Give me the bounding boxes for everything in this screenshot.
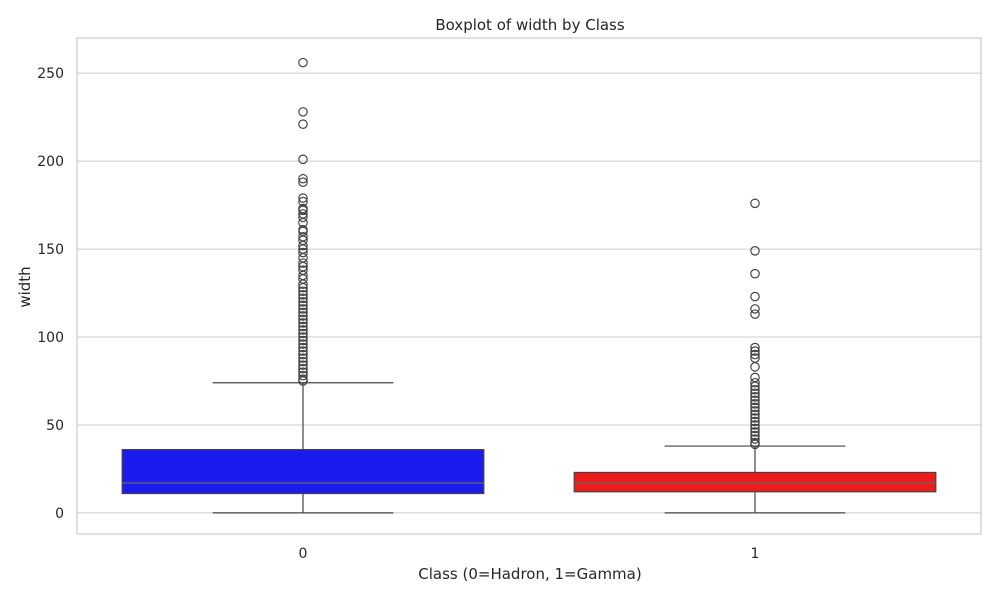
outlier-point: [298, 339, 308, 349]
y-tick-label: 150: [37, 242, 64, 258]
outlier-point: [750, 427, 760, 437]
outlier-point: [750, 268, 760, 279]
outlier-point: [750, 309, 760, 319]
outlier-point: [298, 193, 308, 203]
outlier-point: [298, 173, 308, 184]
outlier-point: [750, 413, 760, 423]
y-tick-label: 200: [37, 154, 64, 170]
outlier-point: [750, 402, 760, 413]
outlier-point: [298, 307, 308, 318]
outlier-point: [298, 321, 308, 332]
outlier-point: [298, 297, 308, 307]
outlier-point: [298, 119, 308, 129]
outlier-point: [298, 293, 308, 304]
x-tick-label: 1: [751, 546, 760, 562]
outlier-point: [750, 377, 760, 388]
outlier-point: [750, 395, 760, 406]
iqr-box: [573, 471, 937, 493]
y-tick-label: 250: [37, 66, 64, 82]
outlier-point: [298, 57, 308, 68]
outlier-point: [750, 423, 760, 434]
y-tick-label: 50: [46, 418, 64, 434]
outlier-point: [298, 335, 308, 346]
outlier-point: [298, 356, 308, 367]
outlier-point: [750, 198, 760, 209]
x-axis-label: Class (0=Hadron, 1=Gamma): [418, 565, 641, 583]
y-axis-label: width: [16, 266, 34, 307]
outlier-point: [298, 314, 308, 325]
iqr-box: [121, 448, 485, 495]
outlier-point: [750, 381, 760, 392]
outlier-point: [298, 212, 308, 223]
outlier-point: [298, 332, 308, 342]
chart-title: Boxplot of width by Class: [435, 16, 625, 34]
outlier-point: [750, 304, 760, 314]
outlier-point: [298, 346, 308, 356]
outlier-point: [750, 416, 760, 427]
outlier-point: [298, 349, 308, 360]
outlier-point: [750, 392, 760, 402]
outlier-point: [750, 434, 760, 444]
outlier-point: [750, 420, 760, 430]
outlier-point: [750, 409, 760, 420]
outlier-point: [298, 107, 308, 117]
outlier-point: [750, 246, 760, 256]
outlier-point: [750, 388, 760, 399]
outlier-point: [298, 363, 308, 374]
outlier-point: [298, 353, 308, 363]
y-tick-label: 0: [55, 506, 64, 522]
outlier-point: [298, 370, 308, 381]
outlier-point: [298, 279, 308, 290]
outlier-point: [750, 439, 760, 450]
outlier-point: [750, 346, 760, 356]
outlier-point: [750, 406, 760, 416]
outlier-point: [298, 342, 308, 353]
outlier-point: [750, 384, 760, 395]
outlier-point: [298, 304, 308, 314]
outlier-point: [298, 240, 308, 251]
outlier-point: [298, 286, 308, 297]
outlier-point: [750, 349, 760, 360]
outlier-point: [298, 205, 308, 216]
plot-frame: [76, 37, 982, 535]
outlier-point: [298, 282, 308, 293]
outlier-point: [298, 177, 308, 188]
outlier-point: [298, 289, 308, 300]
y-tick-label: 100: [37, 330, 64, 346]
outlier-point: [298, 154, 308, 165]
outlier-point: [298, 360, 308, 370]
outlier-point: [298, 328, 308, 339]
outlier-point: [298, 325, 308, 335]
box-group-1: [573, 198, 937, 514]
outlier-point: [750, 291, 760, 302]
outlier-point: [298, 300, 308, 311]
tick-labels: 0 50 100 150 200 250 0 1: [37, 66, 759, 562]
outlier-point: [750, 342, 760, 353]
outlier-point: [750, 399, 760, 409]
outlier-point: [298, 258, 308, 268]
x-tick-label: 0: [299, 546, 308, 562]
outlier-point: [750, 362, 760, 372]
box-layer: [121, 57, 937, 514]
outlier-point: [298, 376, 308, 386]
grid-lines: [77, 72, 981, 514]
box-group-0: [121, 57, 485, 514]
outlier-point: [298, 247, 308, 258]
outlier-point: [298, 318, 308, 328]
outlier-point: [298, 311, 308, 321]
